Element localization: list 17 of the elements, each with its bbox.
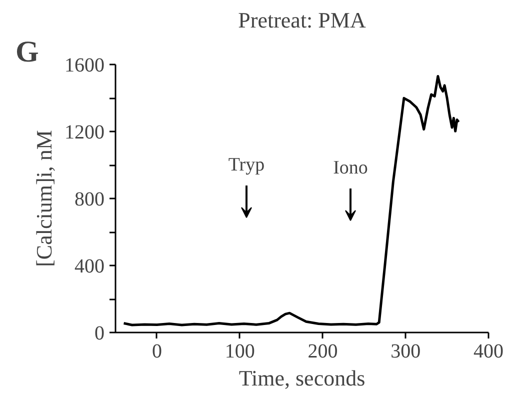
x-tick-label: 400 (474, 340, 504, 362)
x-tick-label: 100 (224, 340, 255, 362)
y-tick-label: 0 (94, 322, 104, 344)
y-axis-title: [Calcium]i, nM (32, 130, 56, 267)
y-tick-label: 800 (74, 188, 104, 210)
annotation: Tryp (228, 154, 265, 176)
x-tick-label: 300 (390, 340, 421, 362)
annotation: Iono (333, 158, 368, 178)
y-tick-label: 1200 (64, 122, 104, 144)
x-axis-title: Time, seconds (238, 366, 366, 390)
text: G (16, 36, 39, 68)
y-tick-label: 1600 (64, 54, 104, 76)
line-series (122, 74, 460, 326)
y-tick-label: 400 (74, 256, 104, 278)
chart-title: Pretreat: PMA (238, 8, 366, 32)
x-tick-label: 200 (308, 340, 338, 362)
x-tick-label: 0 (152, 340, 162, 362)
